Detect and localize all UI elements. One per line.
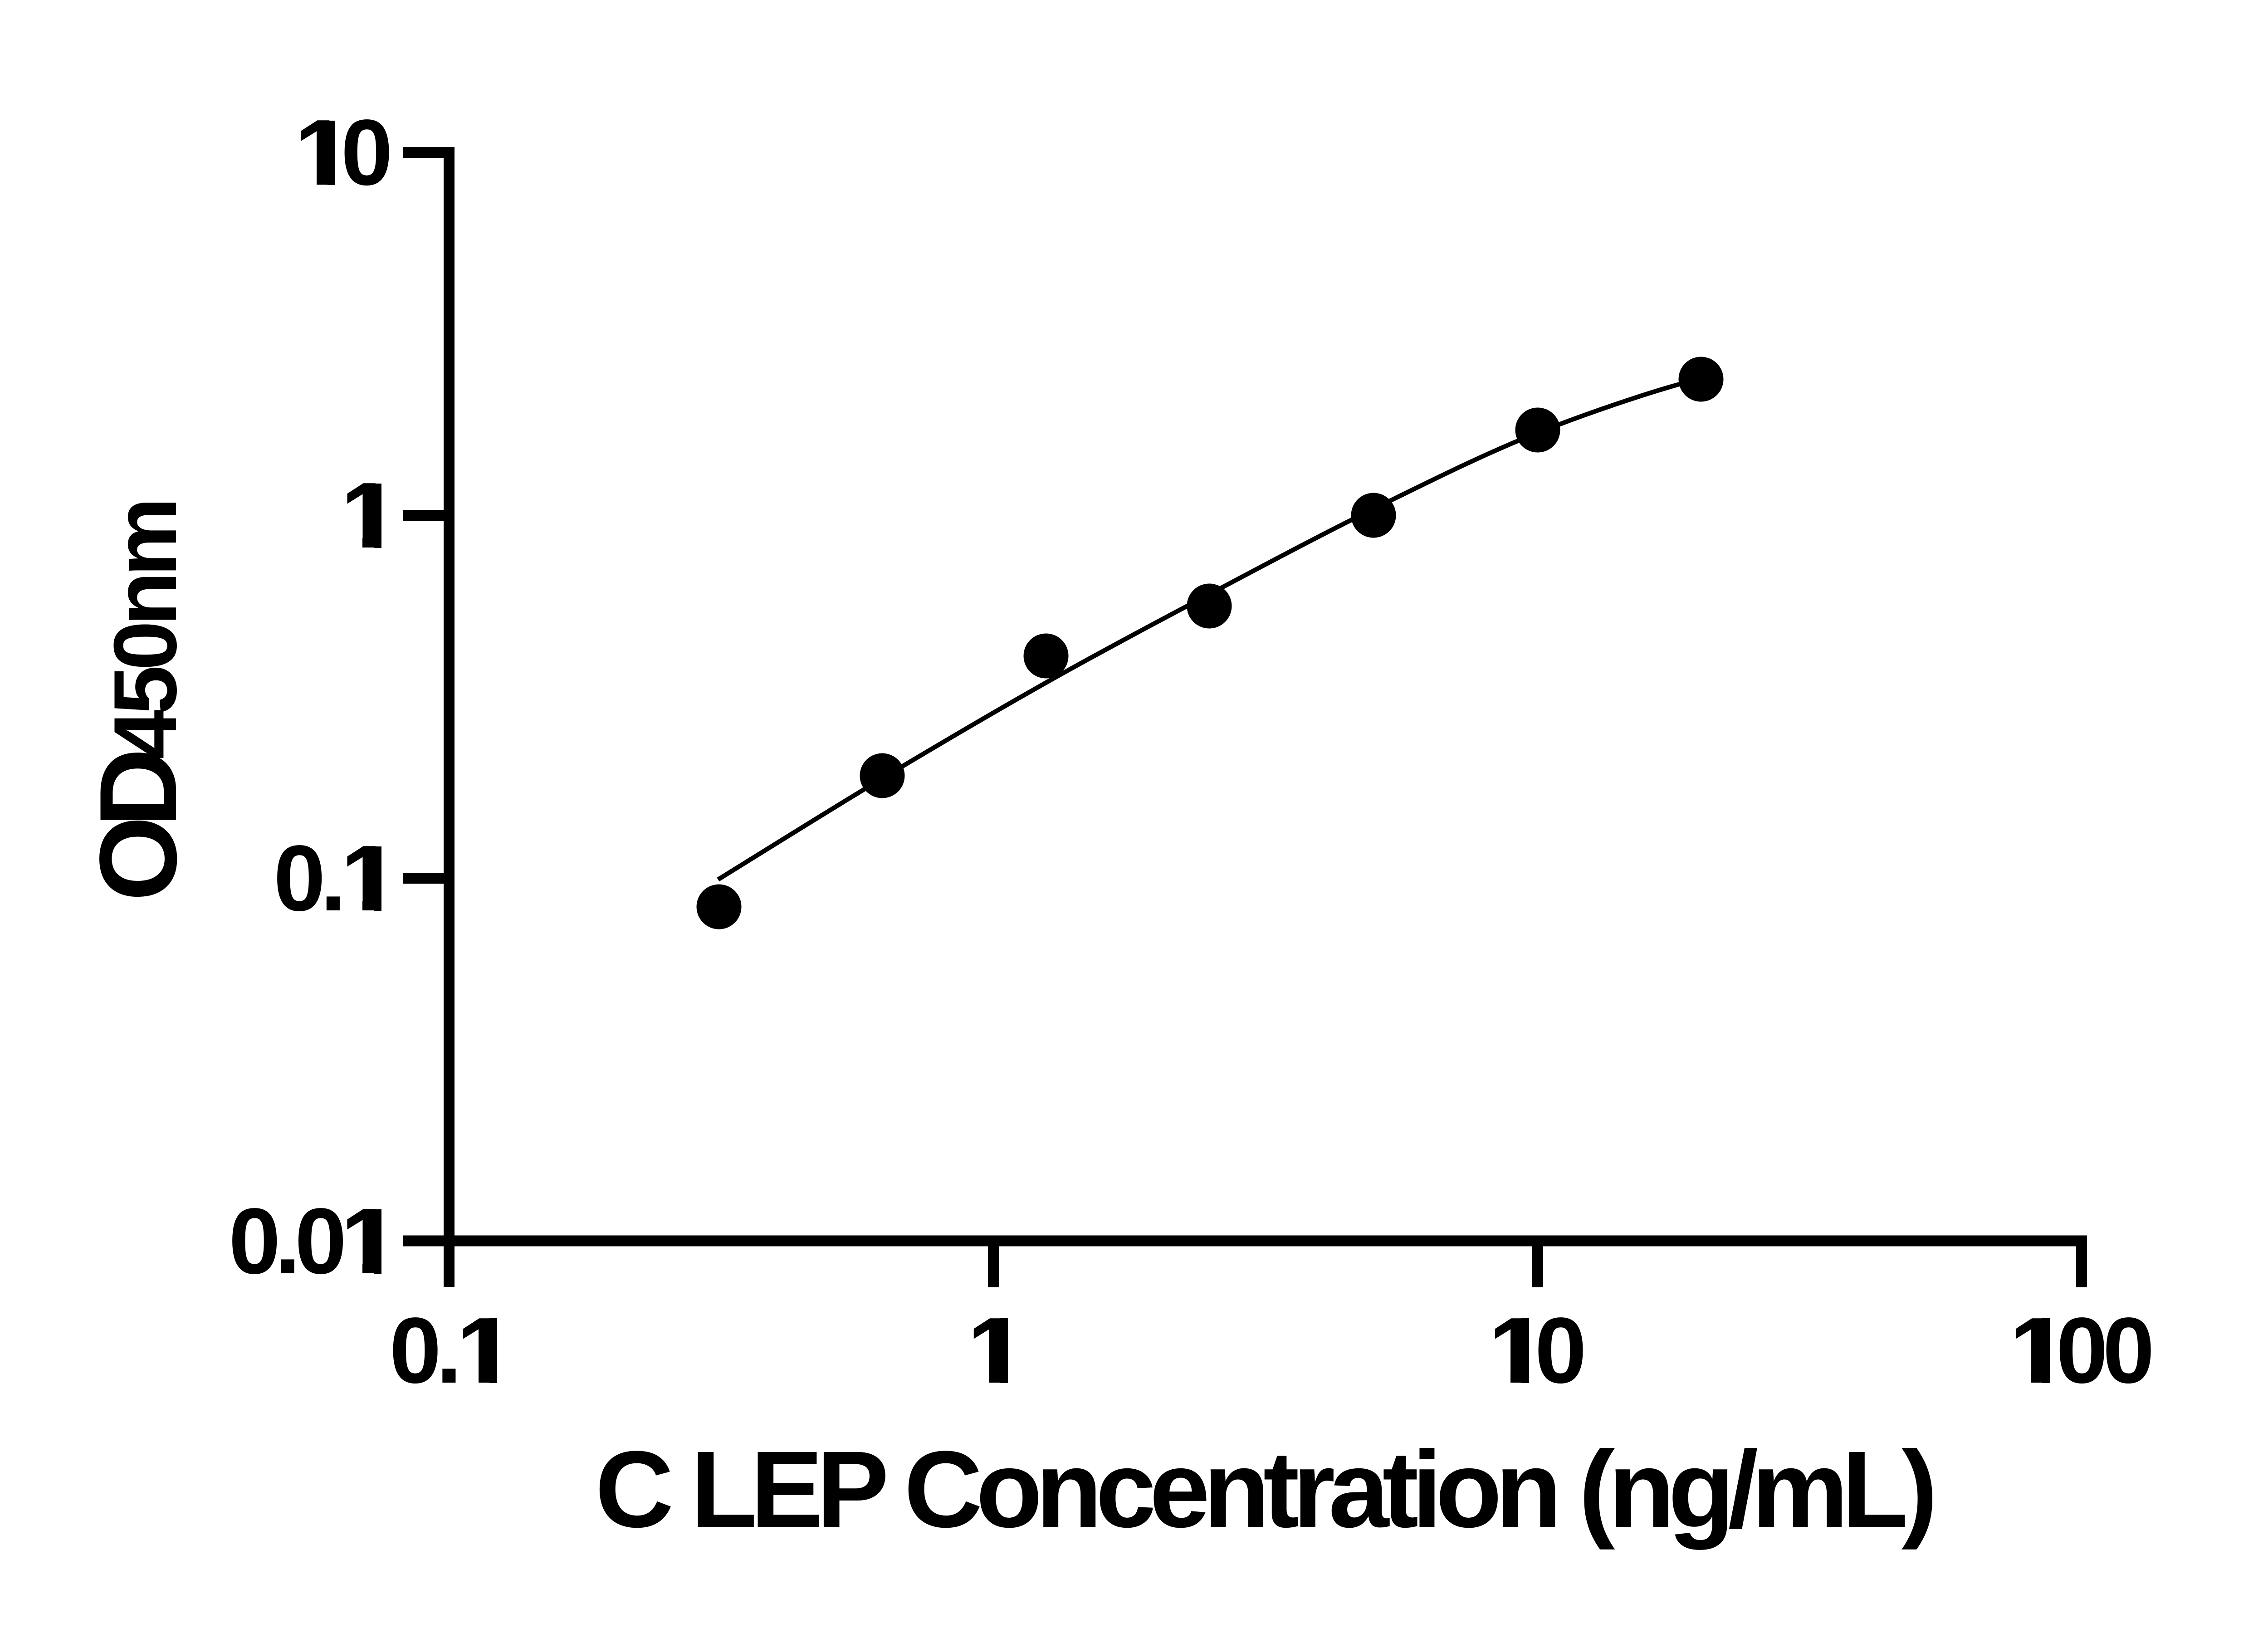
svg-text:1: 1 — [341, 463, 393, 567]
svg-text:C LEP Concentration (ng/mL): C LEP Concentration (ng/mL) — [595, 1428, 1938, 1550]
svg-text:0.1: 0.1 — [274, 826, 393, 930]
svg-text:10: 10 — [1489, 1298, 1587, 1403]
svg-text:0.01: 0.01 — [229, 1189, 393, 1293]
svg-text:0.1: 0.1 — [390, 1298, 509, 1403]
svg-text:100: 100 — [2009, 1298, 2155, 1403]
svg-text:1: 1 — [968, 1298, 1020, 1403]
svg-text:OD450nm: OD450nm — [77, 497, 200, 901]
svg-text:10: 10 — [295, 100, 393, 205]
